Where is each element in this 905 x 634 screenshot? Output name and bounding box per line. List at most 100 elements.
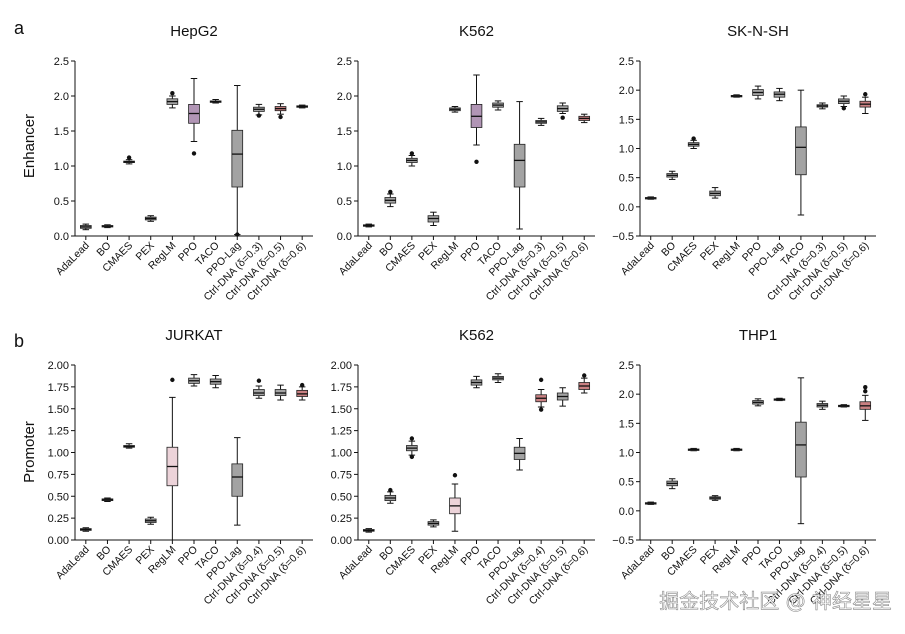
box-2 — [384, 189, 397, 208]
watermark-text: 掘金技术社区 @ 神经星星 — [659, 589, 892, 613]
box-8 — [795, 377, 807, 525]
y-tick-label: 0.25 — [48, 513, 69, 525]
outlier-point — [691, 136, 696, 141]
y-tick-label: 2.5 — [337, 56, 352, 68]
box-9 — [253, 103, 265, 118]
box-1 — [644, 196, 657, 200]
y-tick-label: 1.00 — [48, 448, 69, 460]
box-6 — [188, 78, 200, 156]
chart-title: JURKAT — [165, 327, 222, 344]
y-tick-label: 0.50 — [331, 491, 352, 503]
row-label-promoter: Promoter — [21, 421, 38, 483]
box-5 — [449, 473, 461, 532]
chart-title: K562 — [459, 23, 494, 40]
box-7 — [209, 99, 222, 104]
box-6 — [752, 398, 764, 407]
outlier-point — [409, 454, 415, 460]
box-8 — [231, 437, 244, 526]
outlier-point — [538, 377, 544, 383]
box-9 — [535, 377, 547, 412]
box-9 — [816, 102, 829, 110]
x-tick-label: AdaLead — [54, 544, 92, 582]
y-tick-label: 1.50 — [331, 404, 352, 416]
y-tick-label: 0.75 — [48, 469, 69, 481]
outlier-point — [170, 377, 175, 383]
y-tick-label: 0.5 — [619, 173, 634, 185]
y-tick-label: 0.75 — [331, 469, 352, 481]
outlier-point — [863, 389, 868, 394]
box-1 — [362, 223, 375, 228]
y-tick-label: 1.5 — [337, 126, 352, 138]
panel-label-a: a — [14, 18, 25, 38]
box-10 — [556, 102, 569, 120]
box-5 — [166, 377, 179, 541]
outlier-point — [126, 155, 132, 160]
x-tick-label: AdaLead — [619, 240, 657, 278]
box-7 — [492, 100, 504, 111]
outlier-point — [841, 106, 847, 111]
y-tick-label: 2.5 — [619, 360, 634, 372]
chart-4: JURKAT 0.00 0.25 0.50 0.75 1.00 1.25 1.50 1.75 2.… — [48, 327, 313, 607]
box-1 — [644, 501, 657, 505]
box-3 — [406, 151, 418, 167]
y-tick-label: 0.50 — [48, 491, 69, 503]
box-3 — [406, 436, 418, 460]
y-tick-label: 2.0 — [619, 85, 634, 97]
outlier-point — [235, 232, 240, 237]
box-11 — [578, 113, 591, 124]
box-4 — [427, 211, 440, 226]
y-tick-label: 0.0 — [619, 506, 634, 518]
y-tick-label: 0.5 — [54, 196, 69, 208]
box-6 — [470, 375, 483, 389]
box-10 — [838, 404, 850, 408]
box-7 — [209, 375, 222, 389]
box-4 — [709, 495, 721, 501]
box-body — [231, 129, 244, 188]
y-tick-label: 1.5 — [54, 126, 69, 138]
outlier-point — [863, 92, 868, 97]
box-11 — [859, 92, 872, 114]
y-tick-label: 1.0 — [619, 144, 634, 156]
box-5 — [730, 447, 743, 452]
box-4 — [427, 519, 440, 528]
y-tick-label: 1.0 — [337, 161, 352, 173]
box-3 — [687, 447, 700, 452]
y-tick-label: 0.00 — [331, 535, 352, 547]
box-11 — [296, 382, 308, 401]
outlier-point — [538, 407, 544, 412]
y-tick-label: 1.25 — [48, 426, 69, 438]
box-5 — [166, 91, 179, 109]
box-2 — [666, 478, 678, 490]
box-body — [513, 143, 526, 188]
x-tick-label: AdaLead — [54, 240, 92, 278]
outlier-point — [560, 115, 565, 120]
box-8 — [795, 89, 807, 216]
y-tick-label: 2.00 — [331, 360, 352, 372]
box-2 — [384, 487, 397, 504]
box-2 — [101, 224, 114, 229]
y-tick-label: −0.5 — [612, 535, 634, 547]
box-5 — [449, 106, 461, 113]
box-10 — [274, 103, 287, 120]
box-3 — [123, 155, 135, 165]
box-7 — [773, 87, 786, 102]
box-10 — [274, 384, 287, 401]
outlier-point — [256, 113, 262, 118]
y-tick-label: 0.0 — [337, 231, 352, 243]
y-tick-label: 2.0 — [337, 91, 352, 103]
box-8 — [513, 101, 526, 230]
outlier-point — [388, 487, 393, 493]
y-tick-label: 1.0 — [54, 161, 69, 173]
y-tick-label: −0.5 — [612, 231, 634, 243]
y-tick-label: 1.5 — [619, 418, 634, 430]
box-10 — [556, 387, 569, 407]
y-tick-label: 1.5 — [619, 114, 634, 126]
y-tick-label: 0.0 — [54, 231, 69, 243]
y-tick-label: 0.25 — [331, 513, 352, 525]
y-tick-label: 0.0 — [619, 202, 634, 214]
panel-label-b: b — [14, 331, 24, 351]
outlier-point — [191, 151, 197, 156]
box-body — [795, 421, 807, 478]
